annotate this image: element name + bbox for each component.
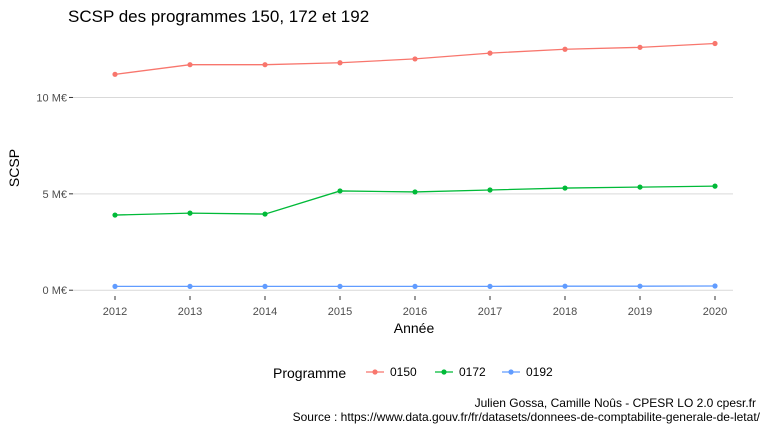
legend: Programme 0150 0172 0192 bbox=[273, 365, 553, 381]
data-point-0192 bbox=[562, 283, 568, 289]
x-tick-label: 2018 bbox=[553, 306, 577, 318]
legend-key-point bbox=[508, 369, 514, 375]
y-axis: 0 M€ 5 M€ 10 M€ bbox=[36, 92, 73, 297]
y-tick-label: 5 M€ bbox=[43, 189, 67, 201]
data-point-0150 bbox=[112, 71, 118, 77]
data-point-0172 bbox=[187, 210, 193, 216]
x-tick-label: 2012 bbox=[103, 306, 127, 318]
data-point-0172 bbox=[637, 184, 643, 190]
legend-key-point bbox=[372, 369, 378, 375]
data-point-0192 bbox=[187, 283, 193, 289]
y-tick-label: 10 M€ bbox=[36, 92, 67, 104]
series-layer bbox=[112, 40, 718, 289]
data-point-0150 bbox=[562, 46, 568, 52]
data-point-0172 bbox=[337, 188, 343, 194]
data-point-0150 bbox=[337, 60, 343, 66]
data-point-0172 bbox=[112, 212, 118, 218]
legend-label: 0150 bbox=[390, 365, 417, 379]
x-tick-label: 2020 bbox=[703, 306, 727, 318]
legend-title: Programme bbox=[273, 365, 346, 381]
data-point-0150 bbox=[487, 50, 493, 56]
data-point-0192 bbox=[262, 283, 268, 289]
data-point-0172 bbox=[712, 183, 718, 189]
x-axis-title: Année bbox=[394, 320, 435, 336]
caption-source: Source : https://www.data.gouv.fr/fr/dat… bbox=[293, 410, 761, 424]
data-point-0150 bbox=[187, 62, 193, 68]
x-tick-label: 2016 bbox=[403, 306, 427, 318]
data-point-0172 bbox=[562, 185, 568, 191]
grid bbox=[73, 96, 733, 291]
data-point-0150 bbox=[412, 56, 418, 62]
data-point-0150 bbox=[262, 62, 268, 68]
data-point-0172 bbox=[412, 189, 418, 195]
data-point-0172 bbox=[487, 187, 493, 193]
x-tick-label: 2019 bbox=[628, 306, 652, 318]
data-point-0192 bbox=[487, 283, 493, 289]
data-point-0150 bbox=[712, 40, 718, 47]
data-point-0192 bbox=[112, 283, 118, 289]
caption-credits: Julien Gossa, Camille Noûs - CPESR LO 2.… bbox=[475, 396, 756, 410]
data-point-0192 bbox=[412, 283, 418, 289]
chart-title: SCSP des programmes 150, 172 et 192 bbox=[68, 7, 369, 26]
data-point-0192 bbox=[712, 283, 718, 289]
x-tick-label: 2014 bbox=[253, 306, 277, 318]
data-point-0192 bbox=[337, 283, 343, 289]
x-tick-label: 2017 bbox=[478, 306, 502, 318]
data-point-0172 bbox=[262, 211, 268, 217]
y-axis-title: SCSP bbox=[6, 149, 22, 187]
y-tick-label: 0 M€ bbox=[43, 285, 67, 297]
x-axis: 2012 2013 2014 2015 2016 2017 2018 2019 2020 bbox=[103, 296, 727, 318]
legend-label: 0192 bbox=[526, 365, 553, 379]
data-point-0150 bbox=[637, 44, 643, 50]
legend-key-point bbox=[441, 369, 447, 375]
x-tick-label: 2013 bbox=[178, 306, 202, 318]
legend-label: 0172 bbox=[459, 365, 486, 379]
x-tick-label: 2015 bbox=[328, 306, 352, 318]
data-point-0192 bbox=[637, 283, 643, 289]
